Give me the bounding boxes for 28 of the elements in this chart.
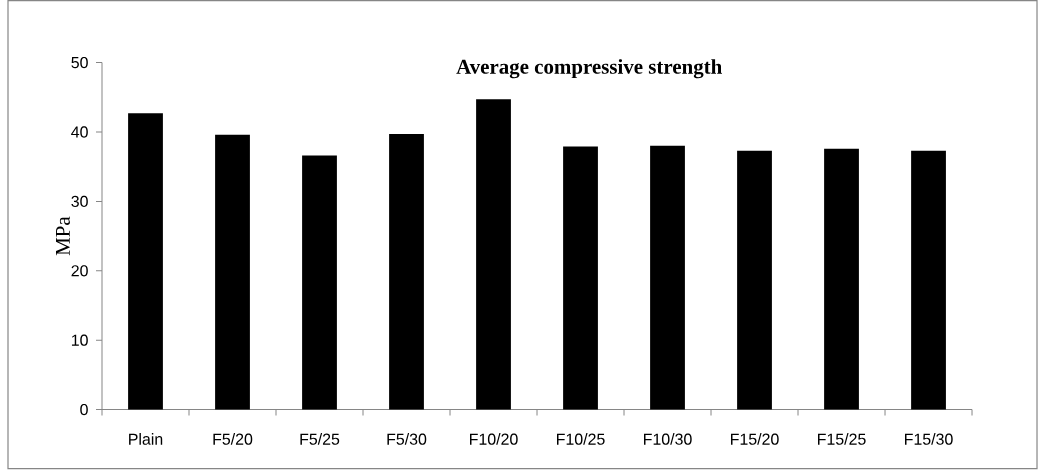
bar xyxy=(302,155,337,410)
bar xyxy=(128,113,163,410)
x-tick-label: F15/30 xyxy=(905,433,953,446)
bar xyxy=(476,99,511,410)
bar xyxy=(389,134,424,410)
bar xyxy=(824,148,859,410)
bar xyxy=(563,146,598,410)
y-axis-title: MPa xyxy=(56,216,70,256)
bar xyxy=(650,146,685,410)
y-tick-label: 10 xyxy=(71,334,88,347)
x-tick-label: F10/20 xyxy=(470,433,518,446)
bar xyxy=(737,150,772,410)
x-tick-label: F5/30 xyxy=(387,433,427,446)
x-tick-label: F10/25 xyxy=(557,433,605,446)
x-tick-label: F15/25 xyxy=(818,433,866,446)
y-tick-label: 20 xyxy=(71,265,88,277)
y-tick-label: 30 xyxy=(71,195,88,208)
x-tick-label: F5/25 xyxy=(300,433,340,446)
x-tick-label: F15/20 xyxy=(731,433,779,446)
x-tick-label: F5/20 xyxy=(213,433,253,446)
y-tick-label: 40 xyxy=(71,126,88,138)
y-tick-label: 0 xyxy=(80,404,88,416)
bar xyxy=(911,150,946,410)
x-tick-label: F10/30 xyxy=(644,433,692,446)
bar xyxy=(215,134,250,410)
chart-title: Average compressive strength xyxy=(456,59,722,79)
x-tick-label: Plain xyxy=(129,433,163,446)
y-tick-label: 50 xyxy=(71,57,88,69)
